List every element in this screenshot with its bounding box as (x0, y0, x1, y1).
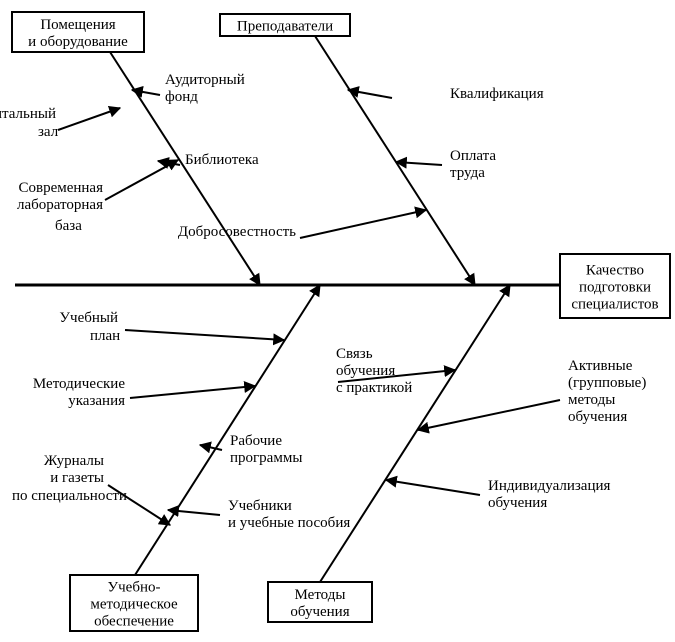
category-box-teachers: Преподаватели (220, 14, 350, 36)
cause-label-3: Библиотека (185, 152, 259, 168)
fishbone-diagram: Помещенияи оборудование Преподаватели Учеб… (0, 0, 675, 642)
category-box-rooms: Помещенияи оборудование (12, 12, 144, 52)
cause-arrow-5 (396, 162, 442, 165)
cause-arrow-14 (386, 480, 480, 495)
cause-label-11: Методическиеуказания (33, 376, 125, 409)
cause-label-8: Добросовестность (178, 224, 296, 240)
category-box-rooms-label: Помещенияи оборудование (28, 17, 128, 50)
bones-layer (110, 36, 510, 582)
bone-3 (320, 285, 510, 582)
cause-label-15: Учебникии учебные пособия (228, 498, 350, 531)
cause-arrow-3 (105, 160, 178, 200)
cause-label-13: Журналыи газеты (44, 453, 104, 486)
cause-arrow-7 (125, 330, 284, 340)
cause-arrow-1 (58, 108, 120, 130)
cause-label-6: Квалификация (450, 86, 544, 102)
cause-label-9: Учебный (59, 310, 118, 326)
head-box: Качествоподготовкиспециалистов (560, 254, 670, 318)
category-box-teachers-label: Преподаватели (237, 18, 333, 34)
cause-label-7: Оплататруда (450, 148, 496, 181)
cause-arrow-6 (300, 210, 426, 238)
cause-label-0: Аудиторныйфонд (165, 72, 245, 105)
cause-label-14: по специальности (12, 488, 127, 504)
cause-arrow-9 (200, 445, 222, 450)
cause-label-17: Активные(групповые)методыобучения (568, 358, 646, 425)
cause-label-5: база (55, 218, 82, 234)
cause-label-16: Связьобученияс практикой (336, 346, 412, 396)
category-box-methods-label: Методыобучения (290, 587, 349, 620)
effect-box: Качествоподготовкиспециалистов (560, 254, 670, 318)
cause-labels: Аудиторныйфонд Читальный зал Библиотека Совр… (0, 72, 646, 531)
cause-label-1: Читальный (0, 106, 56, 122)
category-box-methods: Методыобучения (268, 582, 372, 622)
cause-arrow-8 (130, 386, 255, 398)
cause-arrow-13 (418, 400, 560, 430)
cause-label-2: зал (38, 124, 59, 140)
cause-label-10: план (90, 328, 120, 344)
cause-label-12: Рабочиепрограммы (230, 433, 302, 466)
bone-2 (135, 285, 320, 575)
cause-label-18: Индивидуализацияобучения (488, 478, 611, 511)
category-box-umобесп: Учебно-методическоеобеспечение (70, 575, 198, 631)
cause-label-4: Современнаялабораторная (17, 180, 103, 213)
